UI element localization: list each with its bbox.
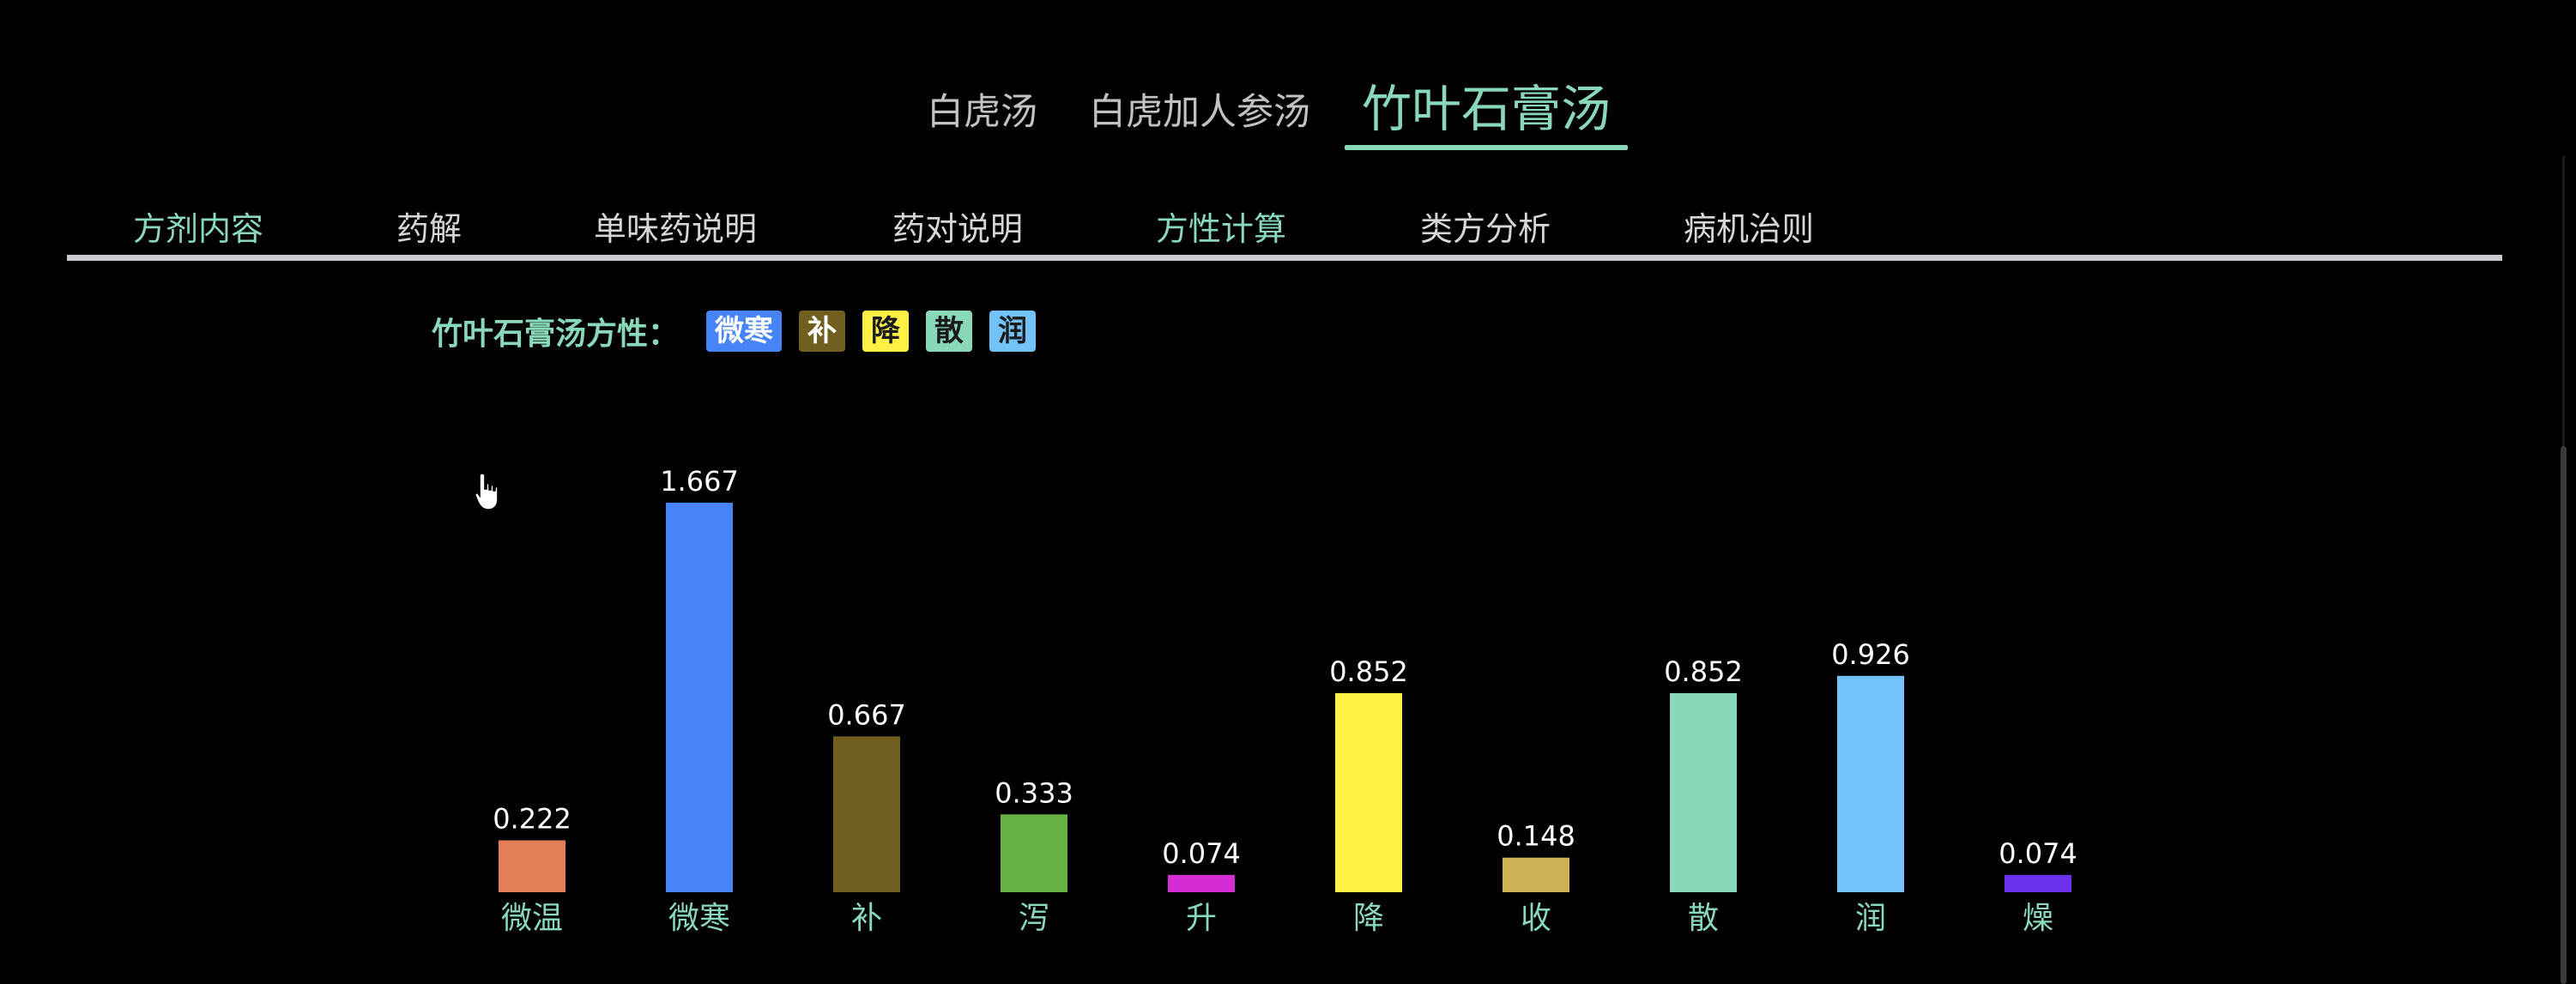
category-label: 润 [1855,901,1886,936]
bar-value-label: 0.074 [1162,837,1241,870]
formula-tab-active-indicator [1345,145,1629,150]
tab-herb-explanation[interactable]: 药解 [396,213,462,245]
tab-label: 药对说明 [892,210,1024,248]
section-tabs: 方剂内容 药解 单味药说明 药对说明 方性计算 类方分析 病机治则 [0,206,2576,261]
category-label: 微温 [501,901,563,936]
property-badge: 润 [989,311,1037,352]
bar-value-label: 0.333 [995,776,1073,809]
bar-value-label: 0.926 [1831,638,1910,671]
category-label: 收 [1521,901,1551,936]
property-badge: 散 [926,311,973,352]
section-divider [67,255,2502,261]
tab-single-herb[interactable]: 单味药说明 [594,213,757,245]
tab-formula-content[interactable]: 方剂内容 [133,213,263,245]
tab-label: 单味药说明 [594,210,758,248]
category-label: 微寒 [668,901,730,936]
bar-value-label: 0.148 [1497,820,1575,853]
tab-label: 类方分析 [1420,210,1551,248]
formula-tab-baihu[interactable]: 白虎汤 [927,77,1037,131]
scrollbar-thumb[interactable] [2561,446,2567,984]
formula-tab-label: 白虎汤 [927,91,1037,134]
category-label: 散 [1688,901,1719,936]
formula-tab-zhuye-shigao[interactable]: 竹叶石膏汤 [1345,77,1629,150]
bar-value-label: 1.667 [660,465,739,498]
bar-3 [1001,814,1067,892]
tab-herb-pair[interactable]: 药对说明 [892,213,1023,245]
tab-pathogenesis[interactable]: 病机治则 [1684,213,1814,245]
tab-label: 病机治则 [1684,210,1815,248]
category-label: 降 [1353,901,1384,936]
formula-tab-label: 白虎加人参汤 [1089,91,1310,134]
tab-label: 方剂内容 [133,210,264,248]
bar-value-label: 0.667 [827,698,906,731]
bar-1 [666,503,733,892]
bar-4 [1168,874,1235,892]
property-badge: 降 [862,311,910,352]
bar-value-label: 0.074 [1999,837,2077,870]
bar-8 [1837,675,1904,892]
bar-value-label: 0.222 [493,803,571,836]
formula-tab-baihu-renshen[interactable]: 白虎加人参汤 [1089,77,1310,131]
bar-7 [1670,692,1737,892]
bar-0 [499,840,565,892]
properties-label: 竹叶石膏汤方性： [432,317,680,352]
hand-cursor-icon [474,473,499,510]
formula-tabs: 白虎汤 白虎加人参汤 竹叶石膏汤 [927,77,1662,159]
category-label: 升 [1186,901,1217,936]
formula-properties: 竹叶石膏汤方性： 微寒 补 降 散 润 [432,309,1053,353]
formula-tab-label: 竹叶石膏汤 [1362,80,1612,138]
tab-similar-formula[interactable]: 类方分析 [1420,213,1551,245]
property-badge: 微寒 [706,311,783,352]
category-label: 泻 [1019,901,1049,936]
bar-value-label: 0.852 [1664,655,1743,688]
property-badge: 补 [799,311,846,352]
bar-5 [1335,692,1402,892]
category-label: 燥 [2023,901,2053,936]
bar-6 [1503,857,1569,892]
tab-label: 药解 [396,210,463,248]
tab-label: 方性计算 [1156,210,1287,248]
bar-value-label: 0.852 [1329,655,1408,688]
tab-property-calc[interactable]: 方性计算 [1126,210,1317,261]
category-label: 补 [851,901,882,936]
bar-2 [833,736,900,892]
bar-9 [2005,874,2071,892]
